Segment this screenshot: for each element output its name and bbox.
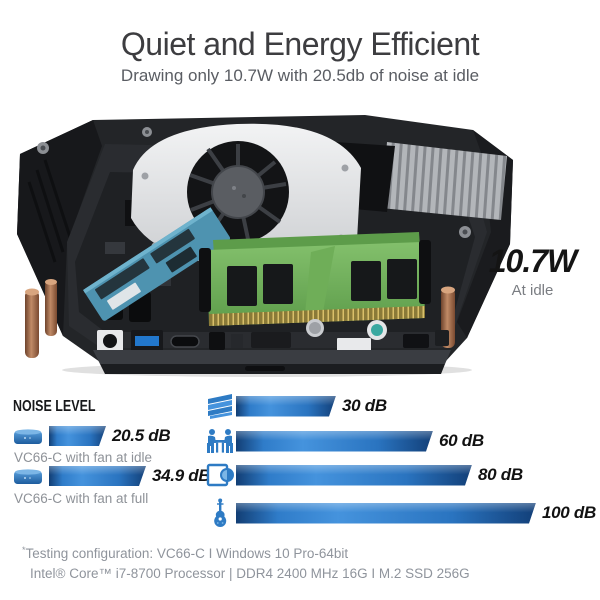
noise-row-caption: VC66-C with fan at full [14, 491, 149, 506]
footnote-line1: *Testing configuration: VC66-C I Windows… [22, 545, 349, 562]
noise-bar [236, 396, 336, 417]
people-talking-icon [204, 428, 236, 454]
power-caption: At idle [511, 282, 554, 299]
footnote-line2: Intel® Core™ i7-8700 Processor | DDR4 24… [30, 566, 470, 582]
page-subtitle: Drawing only 10.7W with 20.5db of noise … [120, 66, 480, 85]
noise-value: 80 dB [478, 465, 523, 484]
footnote-asterisk: * [22, 545, 26, 555]
power-callout: 10.7W At idle [470, 243, 595, 299]
power-value: 10.7W [488, 243, 577, 279]
noise-row-washing-machine: 80 dB [204, 463, 523, 487]
noise-bar [49, 466, 146, 486]
mini-pc-icon [13, 468, 49, 485]
product-photo [17, 115, 513, 377]
noise-row-live-music: 100 dB [204, 498, 596, 528]
washing-machine-icon [204, 463, 236, 487]
noise-value: 34.9 dB [152, 466, 211, 485]
noise-row-conversation: 60 dB [204, 428, 484, 454]
noise-value: 100 dB [542, 503, 596, 522]
noise-value: 30 dB [342, 396, 387, 415]
noise-row-vc66-full: 34.9 dB [13, 466, 211, 486]
noise-level-heading: NOISE LEVEL [13, 398, 96, 415]
noise-bar [49, 426, 106, 446]
footnote: *Testing configuration: VC66-C I Windows… [22, 544, 470, 585]
mini-pc-icon [13, 428, 49, 445]
noise-row-caption: VC66-C with fan at idle [14, 450, 153, 465]
books-icon [204, 393, 236, 419]
noise-row-vc66-idle: 20.5 dB [13, 426, 171, 446]
page-title: Quiet and Energy Efficient [120, 26, 480, 62]
noise-bar [236, 503, 536, 524]
noise-row-library: 30 dB [204, 393, 387, 419]
noise-value: 60 dB [439, 431, 484, 450]
guitar-icon [204, 498, 236, 528]
noise-bar [236, 431, 433, 452]
noise-value: 20.5 dB [112, 426, 171, 445]
noise-bar [236, 465, 472, 486]
